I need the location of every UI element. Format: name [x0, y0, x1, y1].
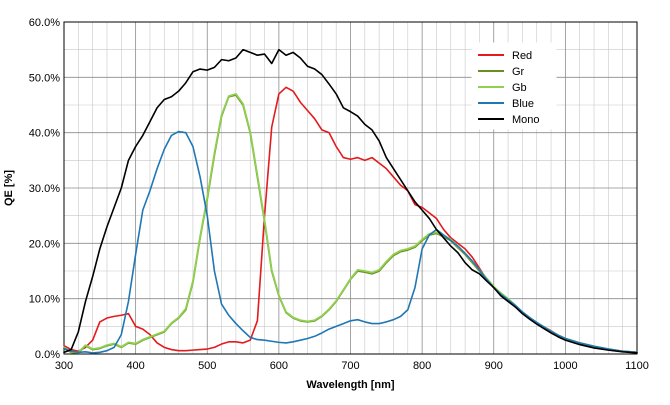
x-tick-label: 700 — [341, 360, 359, 372]
y-tick-label: 0.0% — [35, 349, 60, 361]
axis-ticks: 300 400 500 600 700 800 900 1000 1100 0.0% 10.0% 20… — [29, 17, 649, 372]
x-axis-title: Wavelength [nm] — [306, 379, 395, 391]
y-tick-label: 40.0% — [29, 128, 60, 140]
legend-label-gr: Gr — [512, 66, 525, 78]
y-axis-title: QE [%] — [3, 170, 15, 206]
series-lines — [63, 48, 638, 354]
legend: Red Gr Gb Blue Mono — [471, 42, 557, 130]
legend-label-gb: Gb — [512, 82, 527, 94]
legend-label-red: Red — [512, 50, 532, 62]
series-line-blue — [63, 130, 638, 354]
legend-label-mono: Mono — [512, 114, 540, 126]
x-tick-label: 900 — [485, 360, 503, 372]
x-tick-label: 1100 — [625, 360, 649, 372]
x-tick-label: 800 — [413, 360, 431, 372]
series-line-mono — [63, 48, 638, 354]
y-tick-label: 10.0% — [29, 294, 60, 306]
y-tick-label: 60.0% — [29, 17, 60, 29]
x-tick-label: 500 — [198, 360, 216, 372]
legend-label-blue: Blue — [512, 98, 534, 110]
plot-area-frame — [63, 21, 638, 355]
x-tick-label: 600 — [270, 360, 288, 372]
y-tick-label: 30.0% — [29, 183, 60, 195]
x-tick-label: 300 — [55, 360, 73, 372]
y-tick-label: 50.0% — [29, 72, 60, 84]
x-tick-label: 400 — [126, 360, 144, 372]
y-tick-label: 20.0% — [29, 238, 60, 250]
x-tick-label: 1000 — [553, 360, 577, 372]
